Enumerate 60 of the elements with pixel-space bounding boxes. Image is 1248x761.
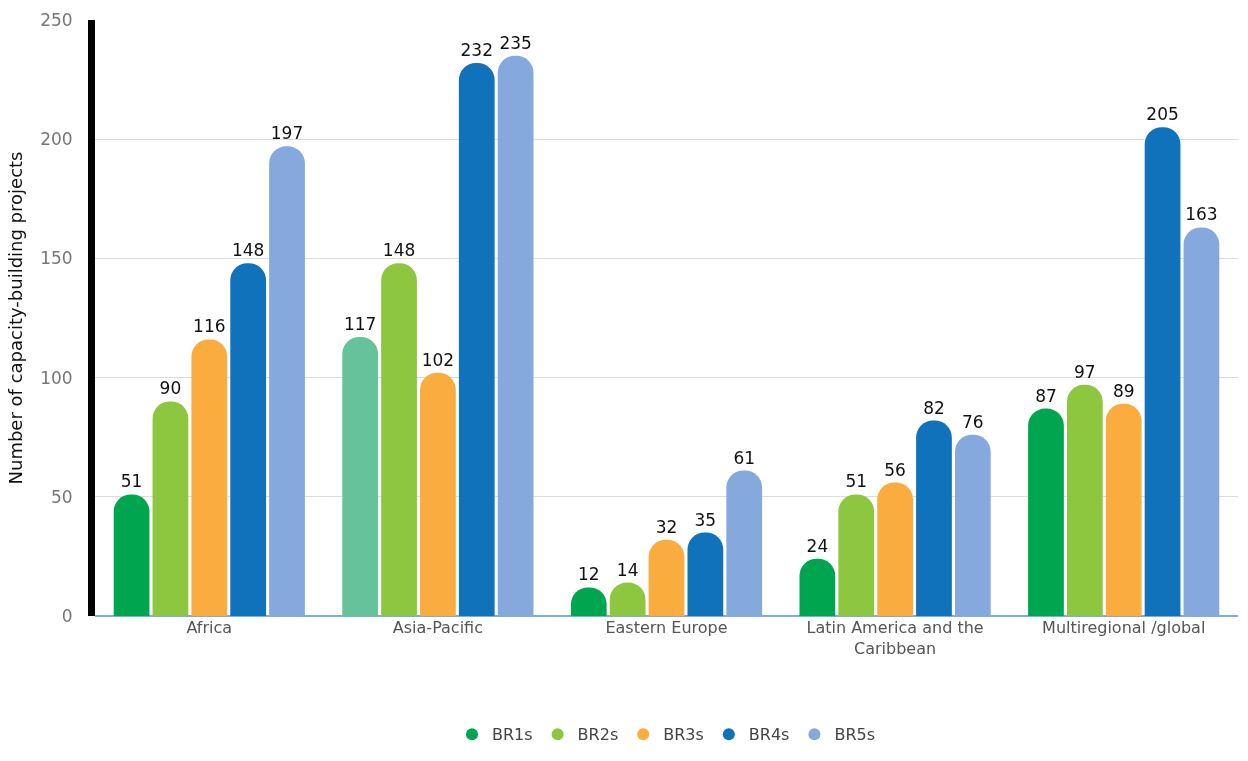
bar xyxy=(152,401,189,616)
data-label: 12 xyxy=(577,564,600,585)
data-label: 24 xyxy=(806,535,829,556)
bar xyxy=(648,539,685,616)
y-tick-label: 50 xyxy=(50,486,73,507)
bar xyxy=(1066,384,1103,616)
data-label: 232 xyxy=(460,39,493,60)
data-label: 117 xyxy=(343,314,377,335)
bar xyxy=(458,62,495,616)
data-label: 35 xyxy=(694,509,717,530)
x-tick-label: Eastern Europe xyxy=(605,618,728,637)
data-label: 148 xyxy=(231,240,265,261)
legend-label: BR3s xyxy=(663,725,704,745)
y-tick-label: 200 xyxy=(40,129,73,150)
bar xyxy=(191,339,228,616)
data-label: 205 xyxy=(1146,104,1179,125)
data-label: 97 xyxy=(1074,361,1096,382)
x-tick-label: Multiregional /global xyxy=(1042,618,1206,637)
data-label: 116 xyxy=(193,316,226,337)
bar xyxy=(877,482,913,616)
bar xyxy=(381,263,417,616)
y-tick-label: 0 xyxy=(61,605,73,626)
data-label: 51 xyxy=(120,471,143,492)
data-label: 51 xyxy=(845,471,868,492)
data-label: 148 xyxy=(382,240,416,261)
bar xyxy=(1144,127,1181,616)
y-tick-label: 100 xyxy=(40,367,73,388)
data-label: 89 xyxy=(1112,380,1135,401)
data-label: 61 xyxy=(733,447,756,468)
bar xyxy=(1105,403,1142,616)
data-label: 32 xyxy=(655,516,678,537)
bar xyxy=(420,372,456,616)
x-tick-label: Asia-Pacific xyxy=(392,618,483,637)
legend-label: BR5s xyxy=(834,725,876,745)
legend-label: BR2s xyxy=(577,725,619,745)
bar xyxy=(113,494,150,616)
bar xyxy=(1028,408,1064,616)
bar xyxy=(838,494,875,616)
x-tick-label: Latin America and the Caribbean xyxy=(806,618,984,658)
bar xyxy=(916,420,952,616)
legend-label: BR4s xyxy=(748,725,790,745)
bar xyxy=(342,337,379,616)
data-label: 163 xyxy=(1185,204,1218,225)
data-label: 56 xyxy=(884,459,906,480)
bar xyxy=(687,532,724,616)
data-label: 90 xyxy=(159,378,182,399)
y-tick-label: 250 xyxy=(40,9,73,30)
data-label: 87 xyxy=(1035,385,1057,406)
y-axis-title: Number of capacity-building projects xyxy=(5,151,27,485)
data-label: 235 xyxy=(499,32,532,53)
bar xyxy=(799,558,836,616)
x-tick-label: Africa xyxy=(186,618,233,637)
data-label: 197 xyxy=(270,123,304,144)
bar xyxy=(230,263,267,616)
data-label: 76 xyxy=(962,411,984,432)
data-label: 14 xyxy=(616,559,639,580)
legend-label: BR1s xyxy=(492,725,533,745)
data-label: 82 xyxy=(923,397,945,418)
y-tick-label: 150 xyxy=(40,248,73,269)
data-label: 102 xyxy=(421,349,455,370)
